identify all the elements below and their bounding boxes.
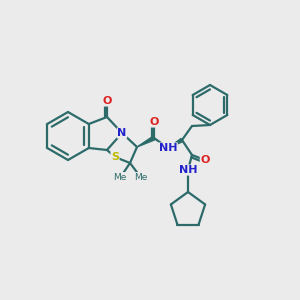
Text: O: O: [102, 96, 112, 106]
Text: O: O: [149, 117, 159, 127]
Text: NH: NH: [179, 165, 197, 175]
Text: O: O: [200, 155, 210, 165]
Text: N: N: [117, 128, 127, 138]
Text: Me: Me: [134, 172, 148, 182]
Text: S: S: [111, 152, 119, 162]
Polygon shape: [168, 138, 183, 148]
Polygon shape: [137, 136, 155, 147]
Text: NH: NH: [159, 143, 177, 153]
Text: Me: Me: [113, 172, 127, 182]
